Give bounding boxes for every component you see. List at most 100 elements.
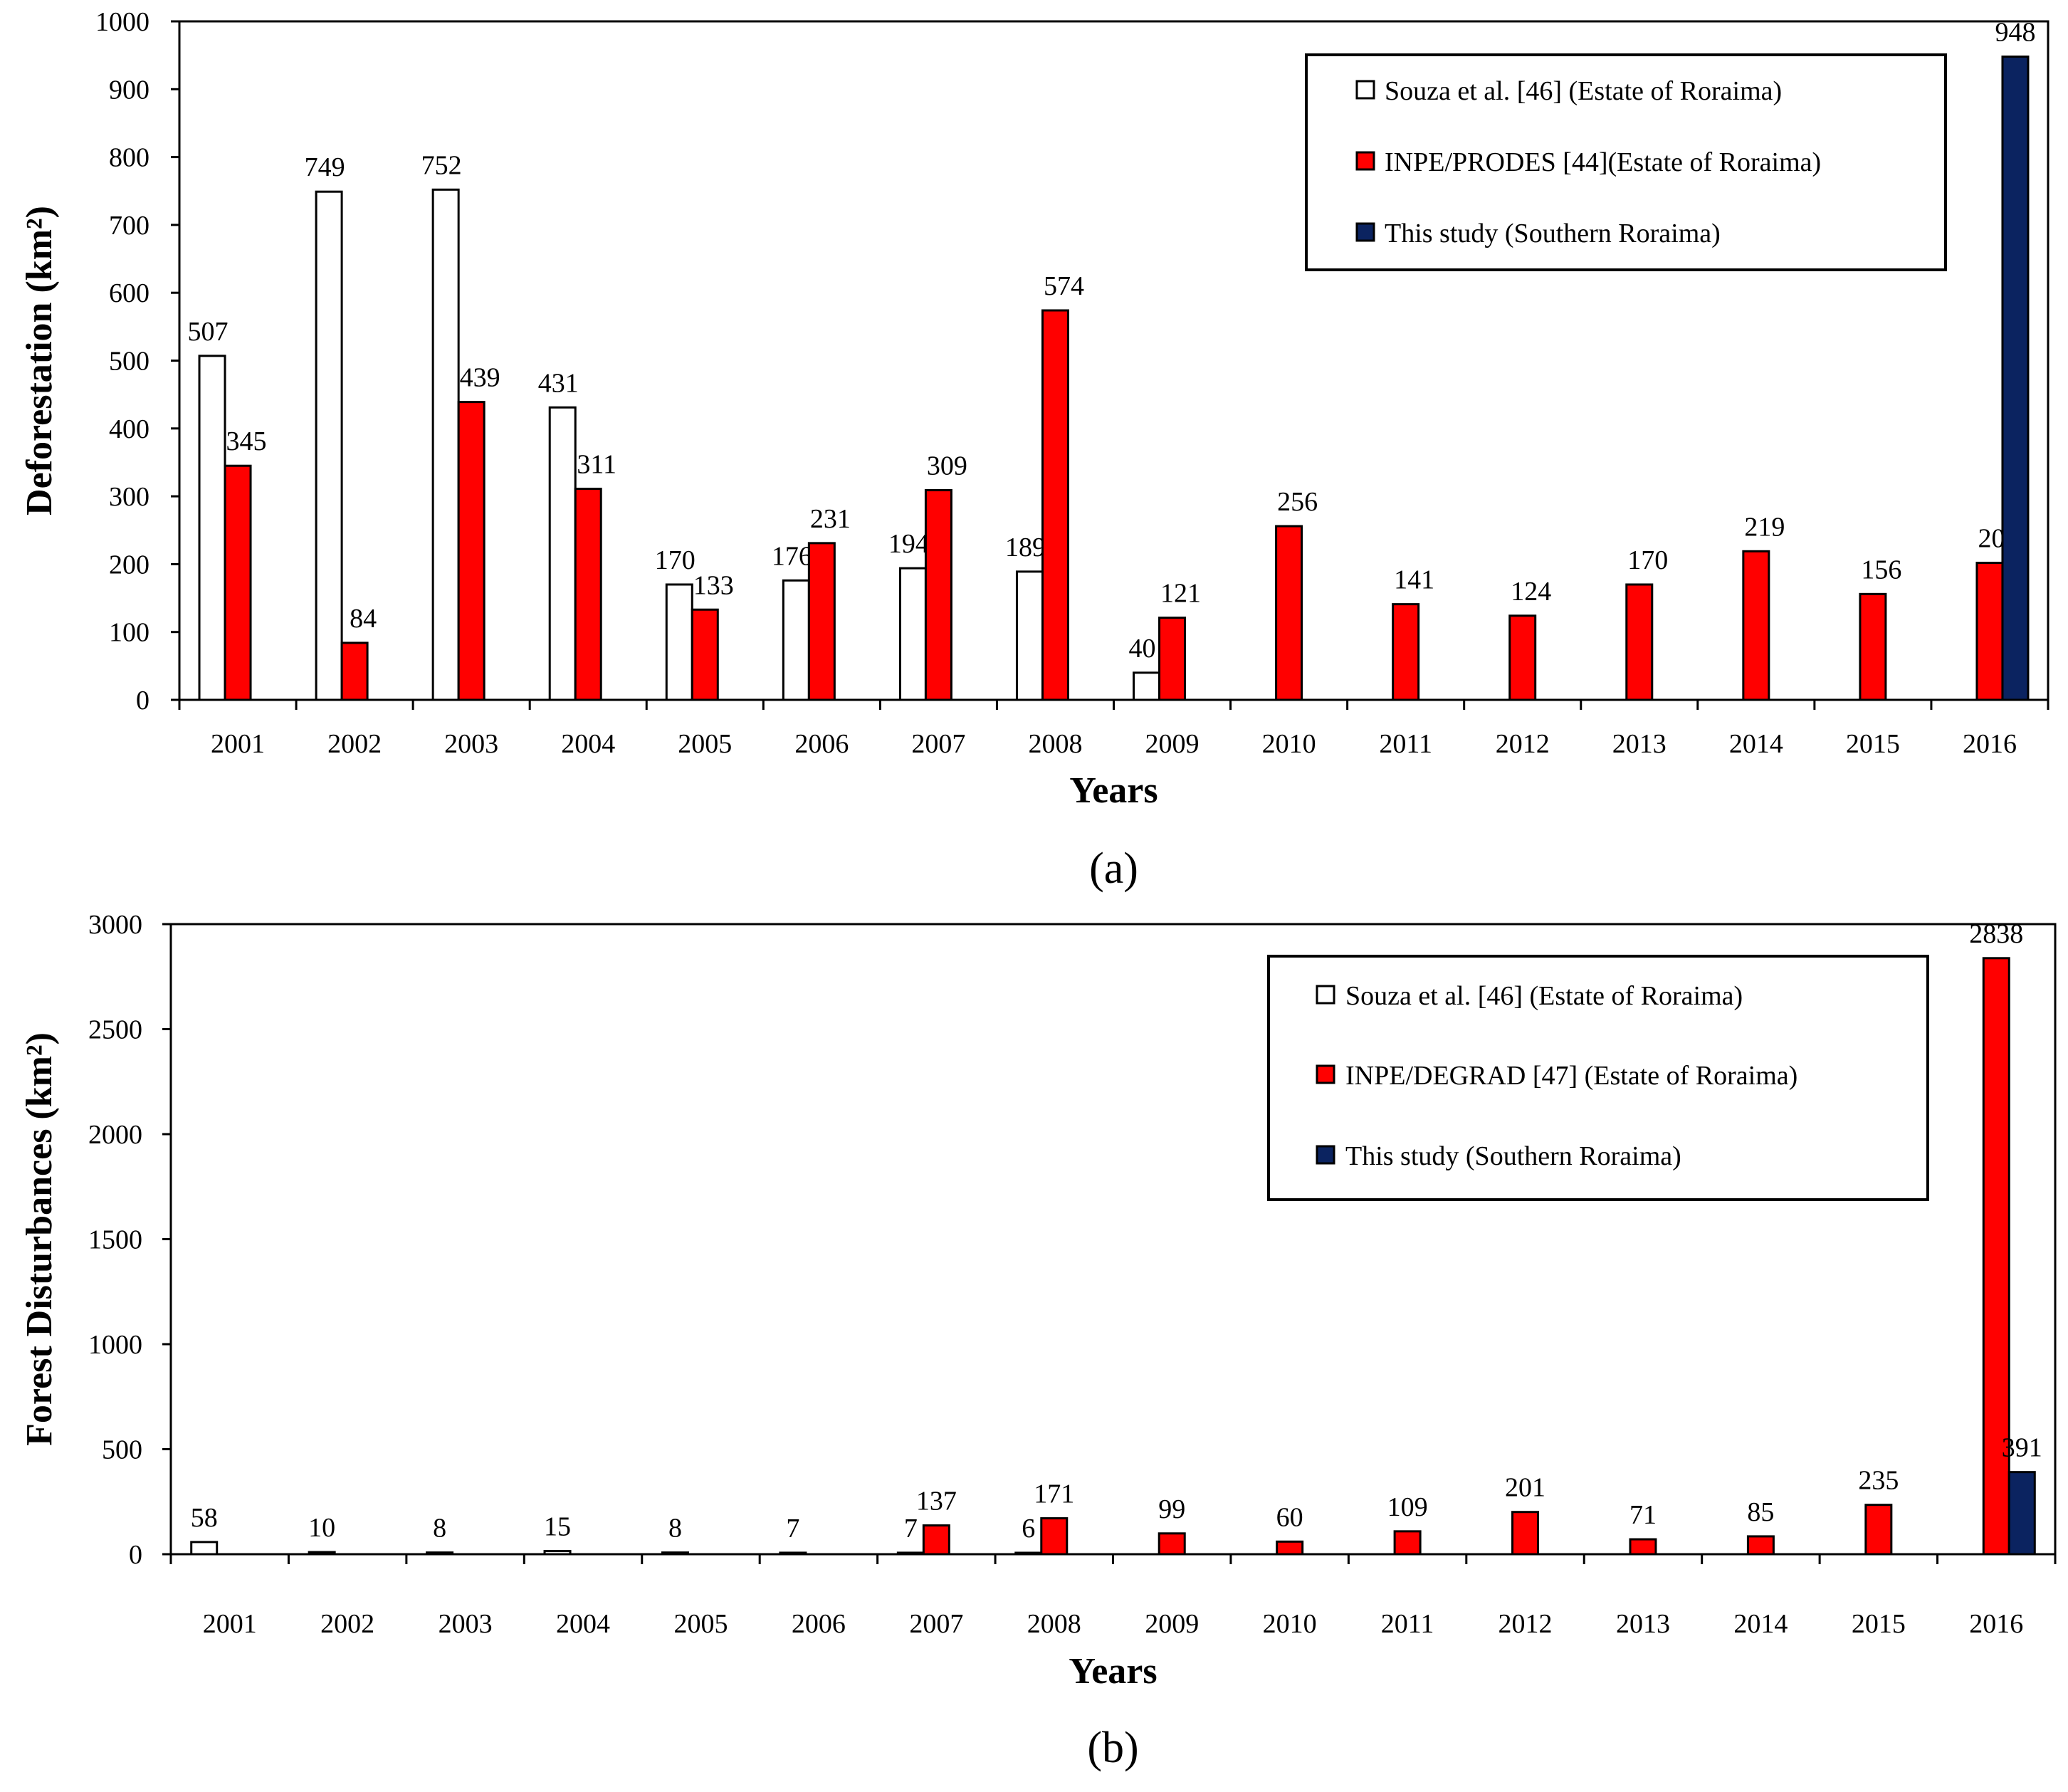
bar-souza	[308, 1551, 336, 1556]
data-label: 58	[191, 1503, 218, 1533]
legend-label: Souza et al. [46] (Estate of Roraima)	[1345, 981, 1743, 1011]
legend-swatch-study	[1316, 1145, 1335, 1165]
bar-inpe	[1040, 1517, 1069, 1556]
x-tick-label: 2013	[1616, 1609, 1670, 1639]
data-label: 40	[1129, 634, 1156, 664]
bar-souza	[1015, 570, 1044, 701]
bar-souza	[782, 579, 810, 701]
bar-inpe	[1982, 957, 2010, 1556]
x-tick-label: 2016	[1963, 729, 2017, 759]
data-label: 6	[1022, 1514, 1035, 1544]
bar-inpe	[1975, 561, 2004, 701]
bar-inpe	[457, 401, 485, 701]
y-tick-label: 300	[109, 482, 149, 512]
x-tick-label: 2005	[678, 729, 732, 759]
bar-inpe	[1276, 1540, 1304, 1556]
y-tick-label: 3000	[88, 910, 142, 940]
bar-inpe	[340, 641, 369, 701]
bar-inpe	[807, 542, 836, 701]
data-label: 176	[772, 541, 812, 571]
data-label: 345	[226, 426, 267, 456]
data-label: 2838	[1969, 919, 2023, 949]
data-label: 133	[693, 570, 734, 600]
bar-inpe	[1158, 1532, 1186, 1556]
data-label: 15	[544, 1512, 571, 1542]
y-tick-label: 1000	[88, 1330, 142, 1360]
data-label: 235	[1858, 1466, 1899, 1496]
bar-inpe	[1511, 1511, 1540, 1556]
bar-inpe	[1392, 603, 1420, 701]
data-label: 219	[1744, 512, 1785, 542]
data-label: 124	[1511, 577, 1551, 607]
x-tick-label: 2002	[320, 1609, 374, 1639]
x-tick-label: 2003	[444, 729, 498, 759]
x-tick-label: 2002	[327, 729, 382, 759]
x-tick-label: 2007	[909, 1609, 963, 1639]
data-label: 439	[460, 363, 500, 393]
y-tick-label: 0	[136, 686, 149, 716]
panel-label: (a)	[1089, 844, 1138, 893]
legend-swatch-inpe	[1355, 151, 1375, 171]
bar-souza	[1133, 671, 1161, 701]
data-label: 170	[1627, 545, 1668, 575]
data-label: 752	[421, 150, 462, 180]
data-label: 189	[1005, 533, 1046, 562]
data-label: 85	[1747, 1497, 1774, 1527]
y-tick-label: 200	[109, 550, 149, 580]
chart-b: 0 500 1000 1500 2000 2500 3000 2001 2002 2003 2004…	[19, 910, 2057, 1772]
legend-label: INPE/PRODES [44](Estate of Roraima)	[1385, 147, 1821, 177]
legend-label: Souza et al. [46] (Estate of Roraima)	[1385, 76, 1782, 106]
bar-inpe	[1859, 592, 1887, 701]
y-tick-label: 500	[102, 1435, 142, 1465]
x-tick-label: 2011	[1381, 1609, 1434, 1639]
bar-souza	[548, 406, 577, 701]
x-tick-label: 2014	[1733, 1609, 1788, 1639]
bar-souza	[1014, 1551, 1043, 1556]
data-label: 7	[786, 1514, 799, 1544]
x-tick-label: 2009	[1145, 729, 1200, 759]
data-label: 8	[433, 1514, 446, 1544]
bar-inpe	[1864, 1504, 1893, 1556]
x-tick-label: 2016	[1969, 1609, 2023, 1639]
bar-inpe	[1746, 1535, 1775, 1556]
x-tick-label: 2007	[911, 729, 965, 759]
bar-souza	[665, 583, 693, 701]
bar-souza	[315, 190, 343, 701]
y-tick-label: 2000	[88, 1120, 142, 1150]
x-tick-label: 2005	[673, 1609, 728, 1639]
bar-inpe	[1629, 1538, 1657, 1556]
bar-souza	[779, 1551, 807, 1556]
y-tick-label: 1500	[88, 1225, 142, 1255]
bar-souza	[661, 1551, 689, 1556]
bar-inpe	[574, 488, 602, 701]
x-tick-label: 2009	[1145, 1609, 1199, 1639]
data-label: 121	[1160, 579, 1201, 609]
x-tick-label: 2001	[211, 729, 265, 759]
bar-souza	[431, 188, 460, 701]
bar-inpe	[1742, 550, 1770, 701]
data-label: 141	[1394, 565, 1434, 595]
data-label: 171	[1034, 1479, 1074, 1509]
x-tick-label: 2012	[1498, 1609, 1553, 1639]
bar-inpe	[1625, 583, 1654, 701]
bar-souza	[898, 567, 927, 701]
x-axis-title: Years	[1069, 770, 1158, 811]
x-tick-label: 2010	[1262, 729, 1316, 759]
bar-inpe	[224, 464, 252, 701]
data-label: 156	[1861, 555, 1901, 585]
y-tick-label: 800	[109, 143, 149, 173]
x-tick-label: 2013	[1612, 729, 1667, 759]
data-label: 8	[668, 1514, 682, 1544]
data-label: 231	[810, 504, 851, 534]
y-tick-label: 100	[109, 618, 149, 648]
data-label: 84	[350, 604, 377, 634]
data-label: 311	[577, 450, 616, 480]
data-label: 749	[305, 152, 345, 182]
bar-inpe	[1275, 525, 1303, 701]
bar-inpe	[691, 608, 719, 701]
x-tick-label: 2004	[561, 729, 615, 759]
x-tick-label: 2004	[556, 1609, 610, 1639]
data-label: 109	[1387, 1492, 1428, 1522]
bar-souza	[426, 1551, 454, 1556]
legend-swatch-souza	[1355, 80, 1375, 100]
